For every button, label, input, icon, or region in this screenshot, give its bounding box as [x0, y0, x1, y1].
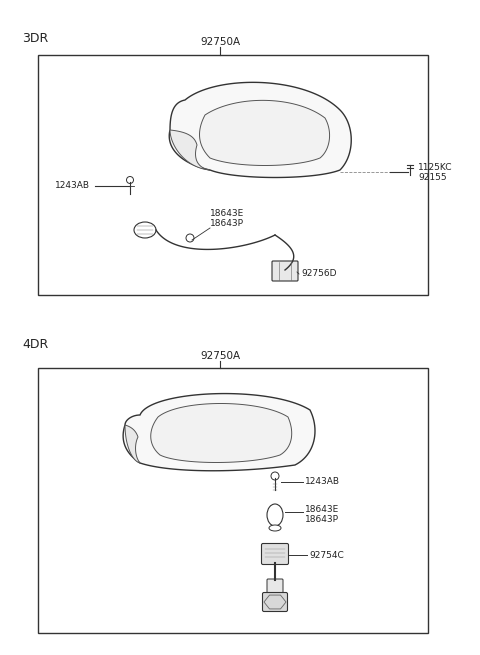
Circle shape — [186, 234, 194, 242]
FancyBboxPatch shape — [262, 544, 288, 565]
Polygon shape — [151, 403, 292, 462]
Text: 92750A: 92750A — [200, 37, 240, 47]
Bar — [38, 55, 428, 295]
Text: 92155: 92155 — [418, 174, 446, 183]
Text: 4DR: 4DR — [22, 339, 48, 352]
Text: 92754C: 92754C — [309, 550, 344, 559]
Text: 3DR: 3DR — [22, 31, 48, 45]
Polygon shape — [169, 83, 351, 178]
Bar — [38, 368, 428, 633]
Text: 92756D: 92756D — [301, 269, 336, 278]
Circle shape — [271, 472, 279, 480]
Polygon shape — [170, 130, 210, 170]
Text: 1243AB: 1243AB — [55, 181, 90, 191]
Text: 18643P: 18643P — [210, 219, 244, 227]
Polygon shape — [125, 425, 140, 463]
FancyBboxPatch shape — [272, 261, 298, 281]
Text: 1243AB: 1243AB — [305, 477, 340, 487]
Text: 18643E: 18643E — [210, 208, 244, 217]
Text: 1125KC: 1125KC — [418, 164, 453, 172]
Ellipse shape — [269, 525, 281, 531]
Polygon shape — [123, 394, 315, 471]
Ellipse shape — [134, 222, 156, 238]
Text: 92750A: 92750A — [200, 351, 240, 361]
Text: 18643E: 18643E — [305, 506, 339, 514]
Circle shape — [127, 176, 133, 183]
Polygon shape — [200, 100, 330, 166]
Text: 18643P: 18643P — [305, 515, 339, 525]
FancyBboxPatch shape — [267, 579, 283, 593]
Ellipse shape — [267, 504, 283, 526]
FancyBboxPatch shape — [263, 593, 288, 612]
